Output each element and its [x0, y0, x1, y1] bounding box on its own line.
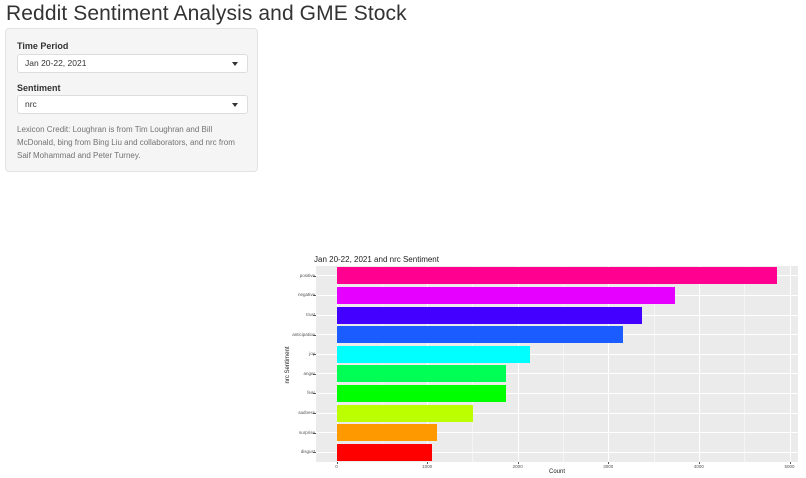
- grid-line: [316, 373, 798, 375]
- x-tick: [608, 462, 609, 464]
- page-title: Reddit Sentiment Analysis and GME Stock: [6, 2, 407, 25]
- sentiment-label: Sentiment: [17, 83, 61, 93]
- x-tick: [698, 462, 700, 464]
- chevron-down-icon: [232, 103, 238, 107]
- chevron-down-icon: [232, 62, 238, 66]
- x-tick-label: 1000: [422, 464, 433, 469]
- bar-trust: [336, 306, 642, 324]
- x-tick-label: 3000: [603, 464, 614, 469]
- sentiment-bar-chart: Jan 20-22, 2021 and nrc Sentiment Count …: [270, 252, 806, 478]
- y-tick: [313, 373, 316, 375]
- grid-line: [316, 353, 798, 355]
- y-axis-title: nrc Sentiment: [285, 346, 291, 384]
- sentiment-value: nrc: [25, 99, 37, 109]
- y-tick-label: fear: [307, 390, 315, 396]
- time-period-label: Time Period: [17, 41, 69, 51]
- y-tick-label: negative: [297, 292, 315, 298]
- grid-line: [698, 266, 700, 462]
- grid-line: [316, 451, 798, 453]
- time-period-select[interactable]: Jan 20-22, 2021: [17, 54, 248, 73]
- grid-line: [608, 266, 610, 462]
- y-tick: [313, 315, 316, 316]
- y-tick: [313, 334, 316, 336]
- minor-grid-line: [563, 266, 564, 462]
- bar-joy: [336, 345, 530, 363]
- y-tick-label: anticipation: [292, 331, 315, 337]
- y-tick-label: anger: [303, 370, 315, 376]
- bar-anticipation: [336, 326, 624, 344]
- x-tick-label: 4000: [693, 464, 704, 469]
- minor-grid-line: [653, 266, 655, 462]
- x-axis-title: Count: [549, 469, 566, 475]
- grid-line: [517, 266, 519, 462]
- y-tick: [313, 295, 316, 296]
- grid-line: [789, 266, 791, 462]
- lexicon-credit-text: Lexicon Credit: Loughran is from Tim Lou…: [17, 125, 235, 160]
- y-tick: [313, 452, 316, 453]
- time-period-value: Jan 20-22, 2021: [25, 58, 87, 68]
- chart-title: Jan 20-22, 2021 and nrc Sentiment: [314, 255, 439, 264]
- bar-sadness: [336, 404, 473, 422]
- x-tick-label: 5000: [784, 464, 795, 469]
- bar-surprise: [336, 424, 438, 442]
- bar-anger: [336, 365, 506, 383]
- grid-line: [316, 392, 798, 394]
- y-tick-label: surprise: [298, 429, 315, 435]
- x-tick: [427, 462, 428, 464]
- y-tick-label: joy: [309, 351, 315, 356]
- x-tick-label: 0: [335, 464, 338, 469]
- y-tick-label: disgust: [300, 449, 315, 455]
- y-tick: [313, 413, 316, 414]
- x-tick: [517, 462, 519, 464]
- sidebar-panel: Time Period Jan 20-22, 2021 Sentiment nr…: [5, 28, 258, 172]
- grid-line: [316, 432, 798, 434]
- y-tick: [313, 275, 316, 277]
- minor-grid-line: [381, 266, 383, 462]
- y-tick: [313, 432, 316, 434]
- x-tick-label: 2000: [512, 464, 523, 469]
- minor-grid-line: [744, 266, 745, 462]
- grid-line: [336, 266, 338, 462]
- y-tick-label: sadness: [298, 410, 315, 415]
- sentiment-select[interactable]: nrc: [17, 95, 248, 114]
- bar-disgust: [336, 443, 433, 461]
- x-tick: [789, 462, 791, 464]
- bar-negative: [336, 286, 675, 304]
- bar-positive: [336, 267, 777, 285]
- y-tick-label: trust: [306, 312, 315, 317]
- y-tick-label: positive: [299, 272, 315, 278]
- bar-fear: [336, 384, 506, 402]
- y-tick: [313, 354, 316, 355]
- y-tick: [313, 393, 316, 394]
- plot-panel: [316, 266, 798, 462]
- grid-line: [316, 412, 798, 414]
- x-tick: [336, 462, 338, 464]
- minor-grid-line: [472, 266, 473, 462]
- grid-line: [427, 266, 429, 462]
